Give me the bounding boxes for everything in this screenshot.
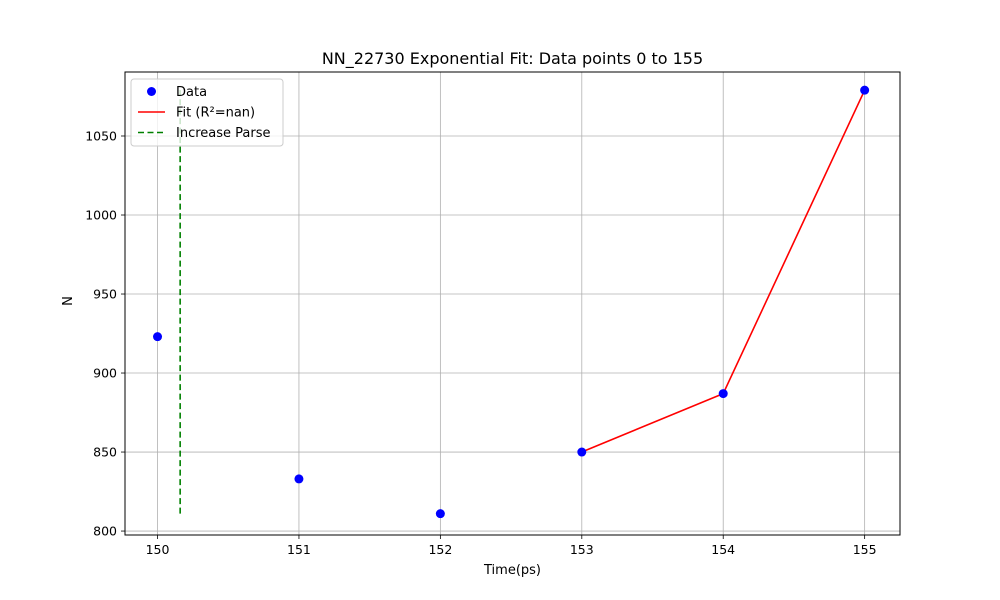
legend-data-marker bbox=[147, 87, 156, 96]
chart-title: NN_22730 Exponential Fit: Data points 0 … bbox=[322, 49, 703, 69]
x-tick-label: 150 bbox=[146, 542, 170, 557]
plot-area bbox=[153, 85, 870, 519]
data-point bbox=[718, 389, 728, 399]
data-point bbox=[294, 474, 304, 484]
y-tick-label: 1000 bbox=[85, 208, 117, 223]
x-tick-label: 154 bbox=[711, 542, 735, 557]
legend-label: Data bbox=[176, 85, 207, 100]
y-tick-label: 800 bbox=[93, 524, 117, 539]
legend-label: Increase Parse bbox=[176, 126, 271, 141]
y-tick-label: 1050 bbox=[85, 128, 117, 143]
legend-label: Fit (R²=nan) bbox=[176, 106, 255, 121]
x-tick-label: 152 bbox=[428, 542, 452, 557]
y-axis-label: N bbox=[61, 296, 76, 306]
x-tick-label: 151 bbox=[287, 542, 311, 557]
data-point bbox=[860, 85, 870, 95]
data-point bbox=[435, 509, 445, 519]
y-tick-label: 950 bbox=[93, 287, 117, 302]
data-point bbox=[577, 447, 587, 457]
x-tick-label: 153 bbox=[570, 542, 594, 557]
legend: Data Fit (R²=nan) Increase Parse bbox=[130, 78, 284, 147]
legend-box bbox=[130, 78, 284, 147]
ticks: 150 151 152 153 154 155 800 850 900 950 1000 1050 bbox=[85, 128, 876, 557]
x-tick-label: 155 bbox=[853, 542, 877, 557]
x-axis-label: Time(ps) bbox=[483, 563, 541, 578]
axes-frame bbox=[124, 71, 901, 536]
y-tick-label: 900 bbox=[93, 366, 117, 381]
grid bbox=[125, 72, 900, 535]
data-point bbox=[153, 332, 163, 342]
y-tick-label: 850 bbox=[93, 445, 117, 460]
